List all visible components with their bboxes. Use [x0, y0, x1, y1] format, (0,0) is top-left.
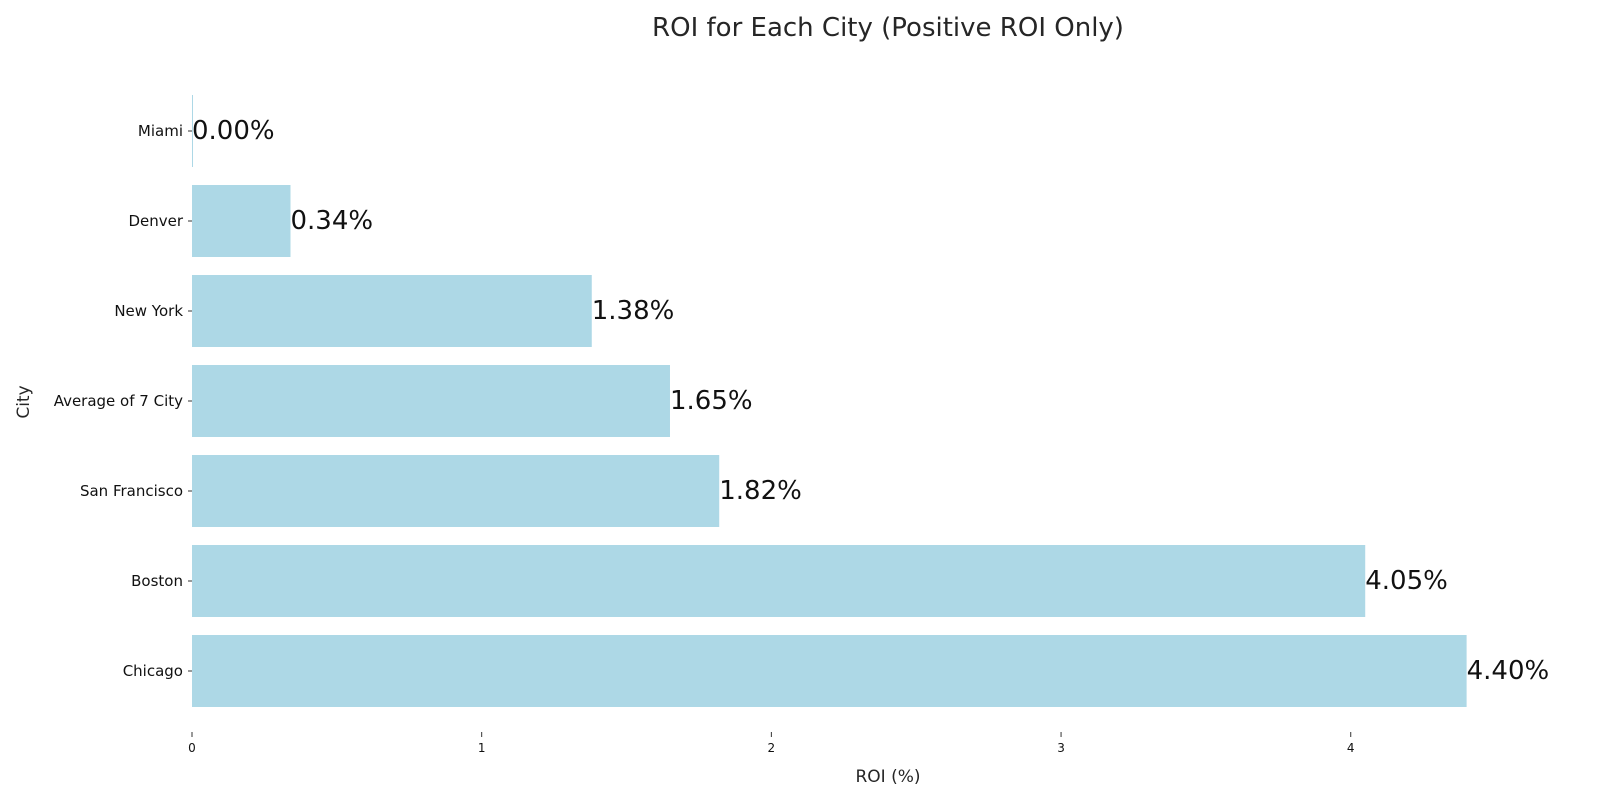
- value-label-miami: 0.00%: [192, 116, 275, 146]
- x-tick-label-3: 3: [1057, 741, 1065, 755]
- value-label-boston: 4.05%: [1365, 566, 1448, 596]
- y-tick-label-denver: Denver: [128, 212, 183, 230]
- x-axis-label: ROI (%): [855, 767, 920, 787]
- bar-boston: [192, 545, 1366, 617]
- bar-miami: [192, 95, 193, 167]
- y-tick-label-miami: Miami: [138, 122, 183, 140]
- y-tick-label-chicago: Chicago: [123, 662, 183, 680]
- y-tick-label-san-francisco: San Francisco: [80, 482, 183, 500]
- value-label-average-of-7-city: 1.65%: [670, 386, 753, 416]
- bars-layer: [192, 95, 1467, 707]
- value-label-new-york: 1.38%: [592, 296, 675, 326]
- y-tick-label-average-of-7-city: Average of 7 City: [54, 392, 183, 410]
- chart-title: ROI for Each City (Positive ROI Only): [652, 13, 1124, 43]
- x-tick-label-0: 0: [188, 741, 196, 755]
- bar-new-york: [192, 275, 592, 347]
- x-tick-label-4: 4: [1347, 741, 1355, 755]
- value-label-san-francisco: 1.82%: [719, 476, 802, 506]
- bar-san-francisco: [192, 455, 720, 527]
- y-axis-label: City: [14, 385, 34, 418]
- bar-denver: [192, 185, 291, 257]
- bar-average-of-7-city: [192, 365, 670, 437]
- x-axis: 0 1 2 3 4: [188, 732, 1355, 755]
- value-label-denver: 0.34%: [290, 206, 373, 236]
- bar-chicago: [192, 635, 1467, 707]
- y-tick-label-new-york: New York: [114, 302, 183, 320]
- x-tick-label-2: 2: [768, 741, 776, 755]
- value-label-chicago: 4.40%: [1467, 656, 1550, 686]
- y-axis: Miami Denver New York Average of 7 City San …: [54, 122, 192, 680]
- x-tick-label-1: 1: [478, 741, 486, 755]
- y-tick-label-boston: Boston: [131, 572, 183, 590]
- value-labels: 0.00% 0.34% 1.38% 1.65% 1.82% 4.05% 4.40%: [192, 116, 1549, 686]
